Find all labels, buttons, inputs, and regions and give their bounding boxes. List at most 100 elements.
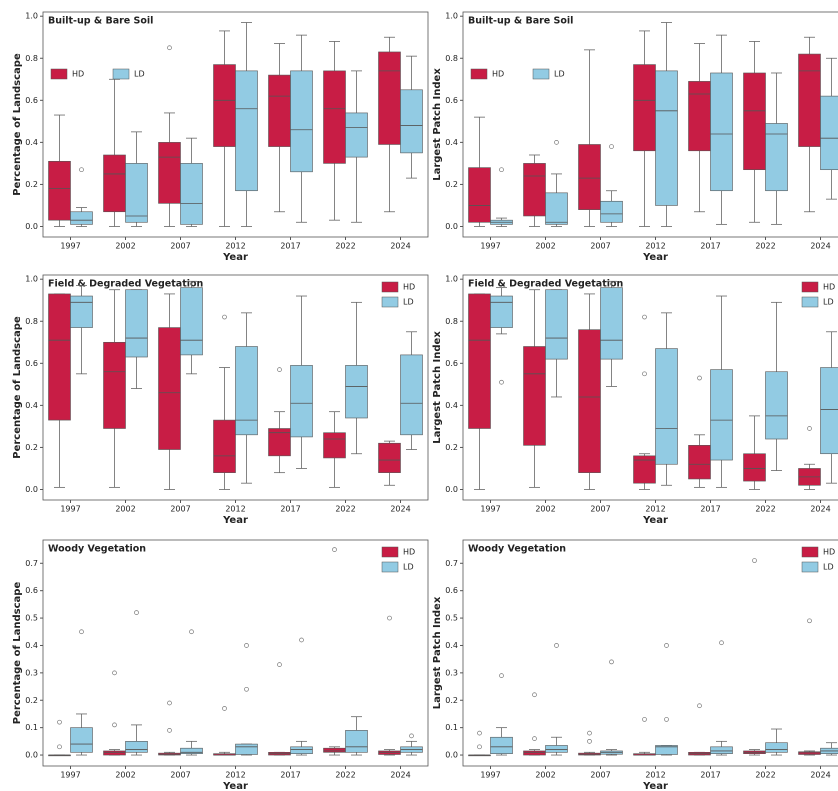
box [103, 154, 126, 213]
x-tick-label: 2007 [590, 771, 610, 780]
y-tick-label: 1.0 [445, 275, 458, 284]
x-tick-label: 2002 [535, 771, 555, 780]
x-tick-label: 2012 [645, 242, 665, 251]
y-tick-label: 0.6 [445, 586, 458, 595]
box [655, 348, 678, 465]
box [820, 95, 838, 171]
y-tick-label: 0.4 [445, 138, 458, 147]
x-tick-label: 2007 [170, 505, 190, 514]
legend-label: HD [403, 548, 415, 557]
y-tick-label: 0.3 [25, 668, 38, 677]
outlier [554, 643, 559, 648]
box [743, 72, 766, 171]
legend-swatch [50, 68, 68, 80]
box [578, 144, 601, 210]
y-tick-label: 0.6 [25, 96, 38, 105]
legend-swatch [801, 546, 819, 558]
panel: 0.0 0.2 0.4 0.6 0.8 1.0 1997 2002 2007 2012 2017 20… [12, 11, 429, 263]
box [743, 453, 766, 482]
legend-label: HD [823, 548, 835, 557]
x-tick-label: 2007 [590, 505, 610, 514]
y-tick-label: 0.5 [25, 614, 38, 623]
legend-swatch [801, 296, 819, 308]
y-tick-label: 0.2 [25, 443, 38, 452]
box [70, 295, 93, 328]
x-tick-label: 2022 [335, 771, 355, 780]
box [235, 346, 258, 436]
legend-swatch [381, 296, 399, 308]
outlier [167, 700, 172, 706]
x-tick-label: 2012 [645, 771, 665, 780]
legend-label: LD [403, 563, 414, 572]
y-tick-label: 0.1 [25, 723, 38, 732]
x-tick-label: 2002 [115, 242, 135, 251]
outlier [222, 314, 227, 320]
x-axis-label: Year [642, 252, 668, 263]
box [378, 51, 401, 145]
box [180, 747, 203, 754]
x-tick-label: 2017 [700, 505, 720, 514]
legend-swatch [381, 561, 399, 573]
x-tick-label: 2022 [755, 242, 775, 251]
panel: 0.0 0.2 0.4 0.6 0.8 1.0 1997 2002 2007 2012 2017 20… [432, 11, 838, 263]
x-tick-label: 2012 [225, 771, 245, 780]
x-tick-label: 2012 [645, 505, 665, 514]
box [235, 743, 258, 755]
legend-label: HD [492, 70, 504, 79]
x-tick-label: 2002 [115, 771, 135, 780]
x-axis-label: Year [222, 252, 248, 263]
legend-label: LD [554, 70, 565, 79]
y-tick-label: 0.4 [25, 138, 38, 147]
x-tick-label: 1997 [480, 771, 500, 780]
y-tick-label: 0.2 [445, 443, 458, 452]
y-tick-label: 0.4 [445, 401, 458, 410]
panel-title: Woody Vegetation [468, 544, 566, 555]
box [655, 70, 678, 206]
plot-frame [42, 539, 429, 767]
y-axis-label: Percentage of Landscape [12, 582, 23, 725]
outlier [609, 144, 614, 149]
outlier [664, 717, 669, 722]
outlier [807, 618, 812, 624]
x-tick-label: 2022 [335, 505, 355, 514]
box [103, 750, 126, 756]
box [468, 293, 491, 429]
legend-swatch [801, 281, 819, 293]
x-tick-label: 1997 [60, 242, 80, 251]
outlier [57, 744, 62, 750]
outlier [167, 728, 172, 733]
box [710, 72, 733, 192]
x-tick-label: 1997 [60, 771, 80, 780]
y-tick-label: 0.8 [25, 54, 38, 63]
outlier [244, 643, 249, 648]
box [545, 192, 568, 225]
x-tick-label: 2022 [755, 771, 775, 780]
box [158, 142, 181, 204]
y-tick-label: 0.0 [25, 751, 38, 760]
box [468, 167, 491, 223]
plot-frame [462, 539, 838, 767]
y-axis-label: Largest Patch Index [432, 68, 443, 181]
y-tick-label: 0.0 [25, 485, 38, 494]
box [70, 727, 93, 753]
x-tick-label: 2017 [700, 242, 720, 251]
outlier [387, 615, 392, 621]
outlier [719, 640, 724, 646]
x-tick-label: 2002 [535, 505, 555, 514]
panel: 0.0 0.2 0.4 0.6 0.8 1.0 1997 2002 2007 2012 2017 20… [12, 274, 429, 526]
x-tick-label: 2024 [390, 242, 410, 251]
box [290, 746, 313, 754]
legend-label: HD [823, 283, 835, 292]
box [378, 442, 401, 473]
box [765, 371, 788, 440]
box [523, 163, 546, 217]
outlier [112, 722, 117, 728]
outlier [697, 375, 702, 381]
x-tick-label: 2024 [390, 771, 410, 780]
outlier [244, 686, 249, 692]
box [323, 70, 346, 164]
y-tick-label: 0.7 [445, 559, 458, 568]
x-tick-label: 2017 [280, 505, 300, 514]
box [158, 327, 181, 450]
box [70, 211, 93, 225]
